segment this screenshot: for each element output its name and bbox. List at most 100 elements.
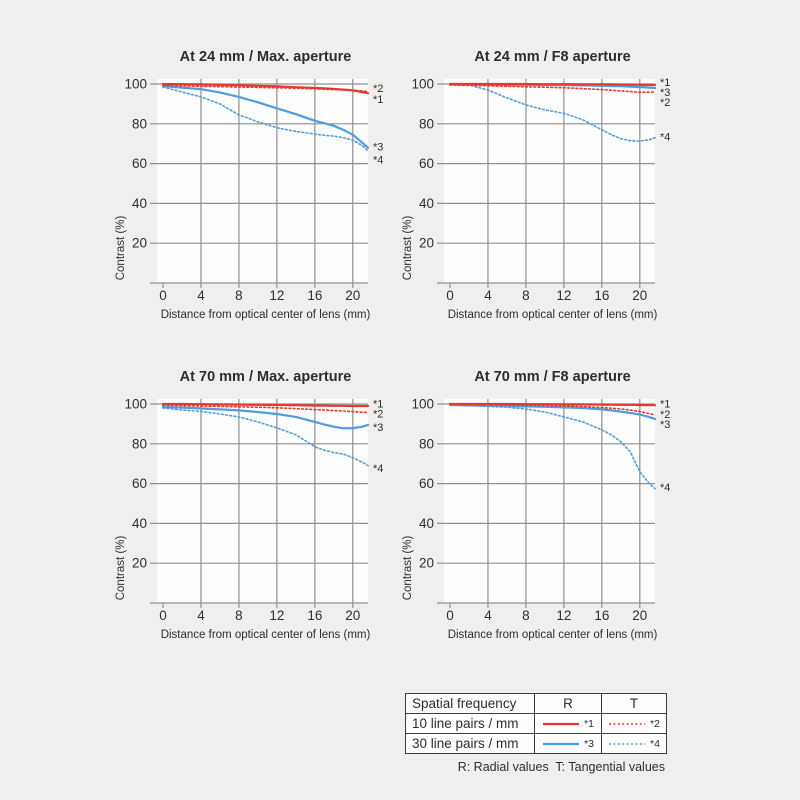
legend-label-30lp: 30 line pairs / mm [405,733,535,754]
x-tick-label: 0 [159,608,167,623]
y-tick-label: 80 [419,116,434,131]
legend-label-10lp: 10 line pairs / mm [405,713,535,734]
x-tick-label: 8 [522,288,530,303]
mtf-curve-2 [449,84,656,94]
curve-end-label-3: *3 [373,142,383,154]
x-tick-label: 16 [307,288,322,303]
x-tick-label: 8 [522,608,530,623]
curve-end-label-1: *1 [660,398,670,410]
chart-title: At 24 mm / F8 aperture [474,49,630,65]
mtf-chart-svg: *1 *2*3 *4 20 40 60 80 100 0 4 8 12 16 20 At 24 mm / F… [402,49,670,321]
mtf-chart-svg: *1*2 *3*4 20 40 60 80 100 0 4 8 12 16 20 At 24 mm / M… [115,49,383,321]
blue-dotted-line-icon [609,743,646,745]
y-tick-label: 100 [124,397,147,412]
chart-title: At 70 mm / F8 aperture [474,369,630,385]
curve-end-label-3: *3 [373,422,383,434]
x-axis-label: Distance from optical center of lens (mm… [161,629,371,641]
x-tick-label: 8 [235,288,243,303]
y-axis-label: Contrast (%) [115,536,127,601]
x-tick-label: 20 [632,288,647,303]
y-tick-label: 60 [132,476,147,491]
y-axis-label: Contrast (%) [115,216,127,281]
y-axis-label: Contrast (%) [402,536,414,601]
y-tick-label: 20 [419,556,434,571]
curve-end-label-2: *2 [373,409,383,421]
curve-end-label-2: *2 [660,97,670,109]
mtf-curve-4 [162,86,369,152]
legend-header-tangential: T [601,693,667,714]
x-tick-label: 4 [484,608,492,623]
y-tick-label: 60 [419,476,434,491]
mtf-curve-3 [161,84,370,149]
red-solid-line-icon [543,722,580,726]
chart-24mm-max-aperture: *1 *2 *3 *4 20 40 60 80 100 0 4 8 12 16 20 At 24 mm / M… [108,34,408,329]
y-tick-label: 40 [419,196,434,211]
x-tick-label: 12 [556,608,571,623]
x-tick-label: 12 [269,608,284,623]
curve-end-label-2: *2 [660,409,670,421]
x-tick-label: 12 [269,288,284,303]
x-axis-label: Distance from optical center of lens (mm… [161,309,371,321]
chart-24mm-f8-aperture: *1 *2 *3 *4 20 40 60 80 100 0 4 8 12 16 20 At 24 mm / F… [395,34,695,329]
red-dotted-line-icon [609,723,646,725]
sample-blue-dotted-line: *4 [608,738,660,750]
x-tick-label: 20 [632,608,647,623]
x-tick-label: 20 [345,608,360,623]
mtf-chart-svg: *1*2*3 *4 20 40 60 80 100 0 4 8 12 16 20 At 70 mm / M… [115,369,383,641]
curve-end-label-1: *1 [373,94,383,106]
plot-area [444,79,655,283]
x-tick-label: 8 [235,608,243,623]
curve-ref-4: *4 [650,738,660,750]
mtf-curve-1 [161,402,370,408]
mtf-chart-svg: *1*2*3 *4 20 40 60 80 100 0 4 8 12 16 20 At 70 mm / F… [402,369,670,641]
y-tick-label: 80 [132,116,147,131]
y-axis-label: Contrast (%) [402,216,414,281]
mtf-curve-3 [161,405,370,430]
x-tick-label: 16 [307,608,322,623]
y-tick-label: 40 [132,196,147,211]
sample-red-dotted-line: *2 [608,718,660,730]
x-tick-label: 16 [594,288,609,303]
x-tick-label: 4 [197,608,205,623]
y-tick-label: 40 [132,516,147,531]
y-tick-label: 100 [411,77,434,92]
plot-area [444,399,655,603]
curve-end-label-4: *4 [660,482,670,494]
chart-title: At 70 mm / Max. aperture [180,369,352,385]
legend-note: R: Radial values T: Tangential values [457,760,665,774]
curve-end-label-4: *4 [373,463,383,475]
y-tick-label: 80 [419,436,434,451]
curve-ref-2: *2 [650,718,660,730]
y-tick-label: 20 [132,556,147,571]
x-axis-label: Distance from optical center of lens (mm… [448,309,658,321]
curve-end-label-4: *4 [660,132,670,144]
x-tick-label: 4 [197,288,205,303]
mtf-curve-1 [448,82,657,87]
x-tick-label: 12 [556,288,571,303]
chart-70mm-max-aperture: *1 *2 *3 *4 20 40 60 80 100 0 4 8 12 16 20 At 70 mm / M… [108,354,408,649]
legend-row-10lp: 10 line pairs / mm *1 *2 [405,713,667,734]
curve-end-label-4: *4 [373,155,383,167]
y-tick-label: 80 [132,436,147,451]
x-tick-label: 20 [345,288,360,303]
curve-ref-1: *1 [584,718,594,730]
curve-end-label-1: *1 [660,77,670,89]
y-tick-label: 100 [411,397,434,412]
mtf-curve-4 [162,407,369,467]
mtf-curve-3 [448,403,657,421]
y-tick-label: 60 [132,156,147,171]
curve-end-label-3: *3 [660,419,670,431]
x-tick-label: 4 [484,288,492,303]
x-tick-label: 0 [159,288,167,303]
sample-red-solid-line: *1 [542,718,594,730]
y-tick-label: 40 [419,516,434,531]
mtf-curve-4 [449,83,656,142]
chart-title: At 24 mm / Max. aperture [180,49,352,65]
y-tick-label: 20 [419,236,434,251]
y-tick-label: 100 [124,77,147,92]
x-axis-label: Distance from optical center of lens (mm… [448,629,658,641]
curve-end-label-3: *3 [660,87,670,99]
sample-blue-solid-line: *3 [542,738,594,750]
y-tick-label: 60 [419,156,434,171]
